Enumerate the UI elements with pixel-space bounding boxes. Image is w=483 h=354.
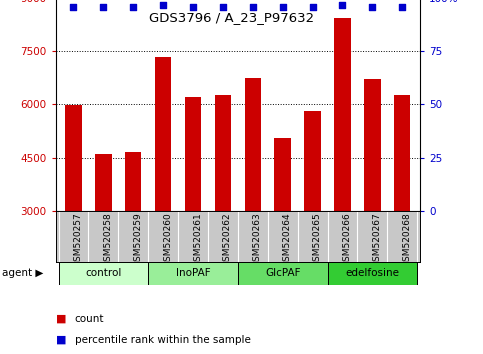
Point	[129, 4, 137, 10]
Bar	[65, 105, 82, 211]
Bar	[327, 262, 417, 285]
Text: ■: ■	[56, 314, 66, 324]
Text: count: count	[75, 314, 104, 324]
Bar	[364, 79, 381, 211]
Point	[70, 4, 77, 10]
Point	[279, 4, 286, 10]
Text: percentile rank within the sample: percentile rank within the sample	[75, 335, 251, 345]
Bar	[95, 154, 112, 211]
Text: GSM520268: GSM520268	[402, 212, 412, 267]
Bar	[304, 111, 321, 211]
Text: GSM520263: GSM520263	[253, 212, 262, 267]
Text: GSM520260: GSM520260	[163, 212, 172, 267]
Point	[249, 4, 256, 10]
Text: GSM520259: GSM520259	[133, 212, 142, 267]
Text: GSM520261: GSM520261	[193, 212, 202, 267]
Text: InoPAF: InoPAF	[176, 268, 211, 279]
Bar	[185, 97, 201, 211]
Point	[369, 4, 376, 10]
Bar	[238, 262, 327, 285]
Point	[159, 2, 167, 7]
Text: GlcPAF: GlcPAF	[265, 268, 300, 279]
Text: GSM520258: GSM520258	[103, 212, 113, 267]
Point	[309, 4, 316, 10]
Text: GDS3796 / A_23_P97632: GDS3796 / A_23_P97632	[149, 11, 314, 24]
Text: edelfosine: edelfosine	[345, 268, 399, 279]
Text: GSM520264: GSM520264	[283, 212, 292, 267]
Bar	[125, 152, 142, 211]
Bar	[274, 138, 291, 211]
Text: agent ▶: agent ▶	[2, 268, 44, 279]
Text: GSM520262: GSM520262	[223, 212, 232, 267]
Bar	[334, 18, 351, 211]
Point	[219, 4, 227, 10]
Point	[189, 4, 197, 10]
Bar	[155, 57, 171, 211]
Text: GSM520257: GSM520257	[73, 212, 83, 267]
Bar	[394, 95, 411, 211]
Text: GSM520267: GSM520267	[372, 212, 382, 267]
Text: control: control	[85, 268, 122, 279]
Bar	[58, 262, 148, 285]
Point	[99, 4, 107, 10]
Point	[398, 4, 406, 10]
Point	[339, 2, 346, 7]
Bar	[244, 78, 261, 211]
Bar	[148, 262, 238, 285]
Bar	[215, 95, 231, 211]
Text: GSM520265: GSM520265	[313, 212, 322, 267]
Text: GSM520266: GSM520266	[342, 212, 352, 267]
Text: ■: ■	[56, 335, 66, 345]
